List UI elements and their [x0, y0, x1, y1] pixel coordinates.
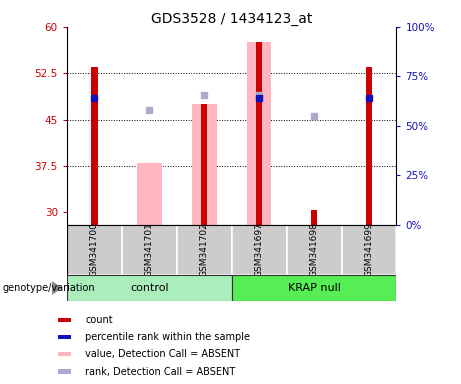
Text: value, Detection Call = ABSENT: value, Detection Call = ABSENT	[85, 349, 240, 359]
Text: genotype/variation: genotype/variation	[2, 283, 95, 293]
Bar	[91, 67, 98, 225]
Text: GSM341697: GSM341697	[254, 222, 264, 277]
Bar	[58, 352, 71, 356]
Bar	[67, 275, 231, 301]
Text: count: count	[85, 314, 113, 325]
Text: GSM341698: GSM341698	[309, 222, 319, 277]
Bar	[287, 225, 342, 275]
Bar	[192, 104, 217, 225]
Bar	[58, 369, 71, 374]
Bar	[366, 67, 372, 225]
Text: GSM341701: GSM341701	[145, 222, 154, 277]
Bar	[247, 42, 272, 225]
Bar	[177, 225, 231, 275]
Bar	[137, 163, 162, 225]
Bar	[58, 335, 71, 339]
Text: rank, Detection Call = ABSENT: rank, Detection Call = ABSENT	[85, 366, 236, 377]
Bar	[231, 225, 287, 275]
Text: GSM341699: GSM341699	[365, 222, 373, 277]
Bar	[122, 225, 177, 275]
Bar	[342, 225, 396, 275]
Bar	[201, 104, 207, 225]
Text: control: control	[130, 283, 169, 293]
Bar	[67, 225, 122, 275]
Text: KRAP null: KRAP null	[288, 283, 341, 293]
Title: GDS3528 / 1434123_at: GDS3528 / 1434123_at	[151, 12, 313, 26]
Bar	[256, 42, 262, 225]
Bar	[58, 318, 71, 322]
Bar	[231, 275, 396, 301]
Bar	[311, 210, 317, 225]
Text: GSM341702: GSM341702	[200, 222, 209, 277]
Text: GSM341700: GSM341700	[90, 222, 99, 277]
Text: percentile rank within the sample: percentile rank within the sample	[85, 332, 250, 342]
